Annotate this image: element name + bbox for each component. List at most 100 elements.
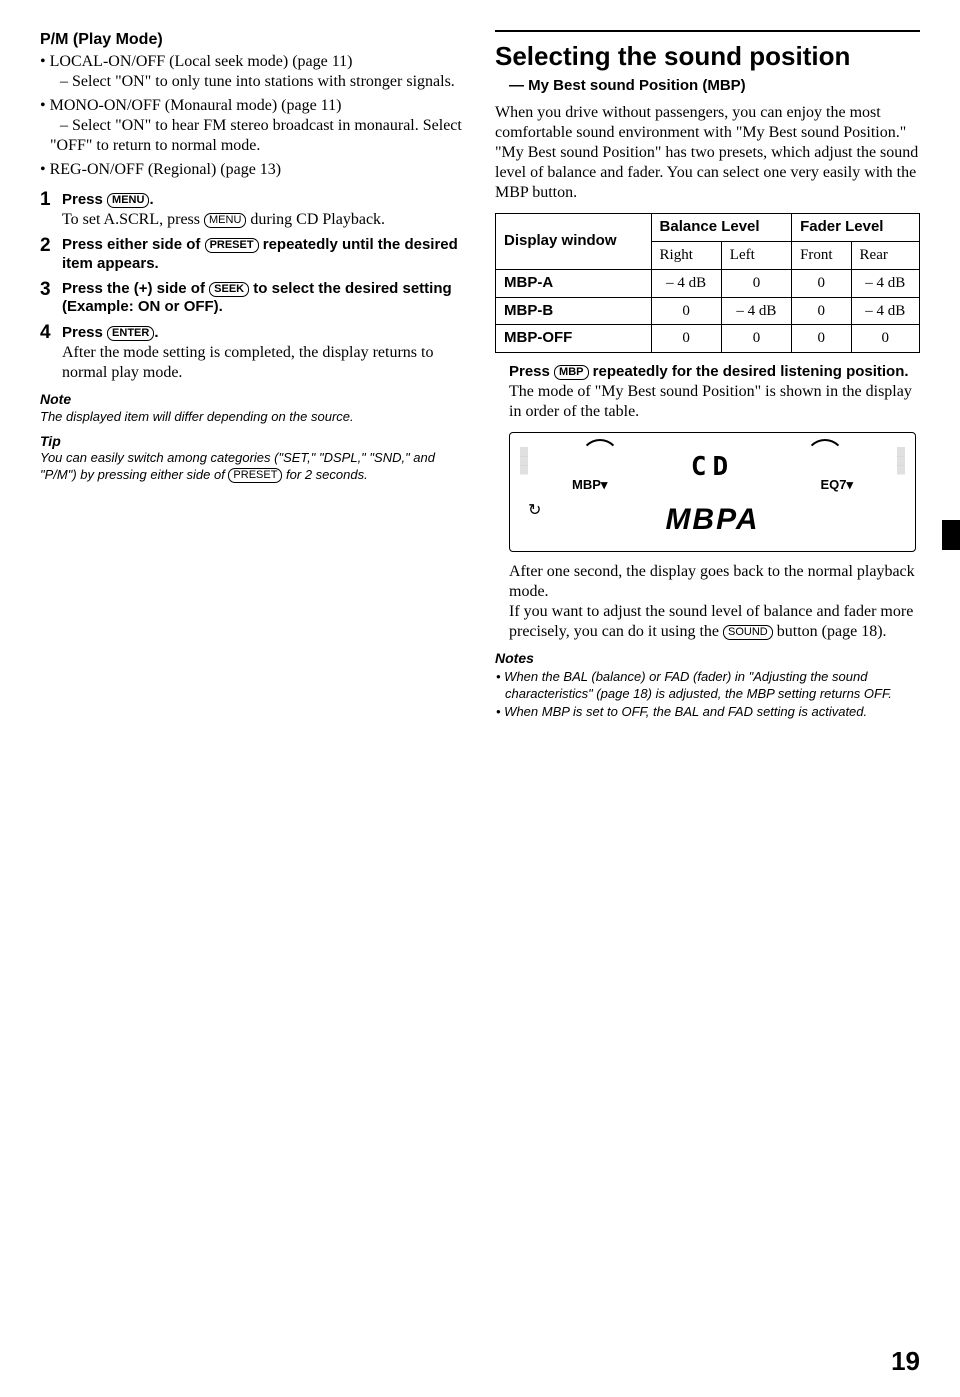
lcd-bars-left-icon: |||||||||||| — [520, 447, 528, 474]
step1-text-b: . — [149, 191, 153, 208]
after-b2: button (page 18). — [773, 623, 887, 640]
cell: 0 — [651, 297, 721, 325]
lcd-mbp-text: MBP — [572, 477, 601, 492]
th-rear: Rear — [851, 242, 919, 270]
tip-text: You can easily switch among categories (… — [40, 450, 465, 483]
step4-reg: After the mode setting is completed, the… — [62, 344, 433, 381]
cell: 0 — [792, 297, 851, 325]
after-a: After one second, the display goes back … — [509, 563, 915, 600]
step1-text-a: Press — [62, 191, 107, 208]
cell: 0 — [792, 269, 851, 297]
cell: – 4 dB — [651, 269, 721, 297]
bullet-local: LOCAL-ON/OFF (Local seek mode) (page 11)… — [40, 52, 465, 92]
lcd-line-2: MBPA — [665, 501, 759, 539]
th-display-window: Display window — [496, 214, 652, 270]
bullet-mono-desc: – Select "ON" to hear FM stereo broadcas… — [50, 117, 462, 154]
row-label: MBP-A — [496, 269, 652, 297]
step-4: 4 Press ENTER. After the mode setting is… — [40, 323, 465, 383]
step-body: Press the (+) side of SEEK to select the… — [62, 280, 465, 318]
press-text-b: repeatedly for the desired listening pos… — [589, 363, 909, 380]
preset-key: PRESET — [205, 238, 259, 253]
section-subtitle: My Best sound Position (MBP) — [509, 77, 920, 96]
step-2: 2 Press either side of PRESET repeatedly… — [40, 236, 465, 274]
sound-key: SOUND — [723, 625, 773, 640]
step-body: Press either side of PRESET repeatedly u… — [62, 236, 465, 274]
lcd-arc-right-icon — [805, 439, 845, 479]
lcd-display-illustration: |||||||||||| |||||||||||| CD MBP▾ EQ7▾ ↻… — [509, 432, 916, 552]
lcd-line-1: CD — [691, 451, 734, 484]
bullet-local-desc: – Select "ON" to only tune into stations… — [60, 73, 455, 90]
step1-reg-a: To set A.SCRL, press — [62, 211, 204, 228]
note-heading: Note — [40, 391, 465, 409]
bullet-local-title: LOCAL-ON/OFF (Local seek mode) (page 11) — [50, 53, 353, 70]
row-label: MBP-OFF — [496, 325, 652, 353]
lcd-eq7-text: EQ7 — [820, 477, 846, 492]
lcd-bars-right-icon: |||||||||||| — [897, 447, 905, 474]
seek-key: SEEK — [209, 282, 249, 297]
section-heading: Selecting the sound position — [495, 30, 920, 73]
press-instruction: Press MBP repeatedly for the desired lis… — [509, 363, 920, 422]
lcd-mbp-label: MBP▾ — [572, 477, 607, 493]
bullet-mono: MONO-ON/OFF (Monaural mode) (page 11) – … — [40, 96, 465, 156]
th-balance: Balance Level — [651, 214, 792, 242]
step-num: 3 — [40, 280, 62, 301]
page-content: P/M (Play Mode) LOCAL-ON/OFF (Local seek… — [40, 30, 920, 722]
menu-key-2: MENU — [204, 213, 246, 228]
page-number: 19 — [891, 1345, 920, 1378]
step4-text-a: Press — [62, 324, 107, 341]
row-label: MBP-B — [496, 297, 652, 325]
step-num: 4 — [40, 323, 62, 344]
step-body: Press ENTER. After the mode setting is c… — [62, 323, 465, 383]
table-row: MBP-A – 4 dB 0 0 – 4 dB — [496, 269, 920, 297]
preset-key-2: PRESET — [228, 468, 282, 483]
lcd-eq7-label: EQ7▾ — [820, 477, 853, 493]
mbp-table: Display window Balance Level Fader Level… — [495, 213, 920, 353]
enter-key: ENTER — [107, 326, 154, 341]
step3-text-a: Press the (+) side of — [62, 280, 209, 297]
step-num: 2 — [40, 236, 62, 257]
step2-text-a: Press either side of — [62, 236, 205, 253]
notes-heading: Notes — [495, 650, 920, 668]
after-text: After one second, the display goes back … — [509, 562, 920, 642]
step-3: 3 Press the (+) side of SEEK to select t… — [40, 280, 465, 318]
right-column: Selecting the sound position My Best sou… — [495, 30, 920, 722]
lcd-arc-left-icon — [580, 439, 620, 479]
lcd-repeat-icon: ↻ — [528, 501, 541, 521]
press-text-a: Press — [509, 363, 554, 380]
cell: – 4 dB — [851, 297, 919, 325]
steps-list: 1 Press MENU. To set A.SCRL, press MENU … — [40, 190, 465, 383]
note-item: When MBP is set to OFF, the BAL and FAD … — [505, 704, 920, 720]
cell: 0 — [721, 269, 791, 297]
table-row: MBP-OFF 0 0 0 0 — [496, 325, 920, 353]
bullet-mono-title: MONO-ON/OFF (Monaural mode) (page 11) — [50, 97, 342, 114]
cell: 0 — [851, 325, 919, 353]
page-edge-tab — [942, 520, 960, 550]
mbp-key: MBP — [554, 365, 588, 380]
th-right: Right — [651, 242, 721, 270]
note-text: The displayed item will differ depending… — [40, 409, 465, 425]
intro-paragraph: When you drive without passengers, you c… — [495, 103, 920, 203]
cell: 0 — [651, 325, 721, 353]
step-body: Press MENU. To set A.SCRL, press MENU du… — [62, 190, 465, 230]
th-left: Left — [721, 242, 791, 270]
th-fader: Fader Level — [792, 214, 920, 242]
menu-key: MENU — [107, 193, 149, 208]
cell: – 4 dB — [721, 297, 791, 325]
step1-reg-b: during CD Playback. — [246, 211, 385, 228]
step-num: 1 — [40, 190, 62, 211]
left-column: P/M (Play Mode) LOCAL-ON/OFF (Local seek… — [40, 30, 465, 722]
press-reg-text: The mode of "My Best sound Position" is … — [509, 382, 920, 422]
cell: 0 — [792, 325, 851, 353]
step4-text-b: . — [154, 324, 158, 341]
pm-heading: P/M (Play Mode) — [40, 30, 465, 50]
cell: 0 — [721, 325, 791, 353]
cell: – 4 dB — [851, 269, 919, 297]
bullet-reg: REG-ON/OFF (Regional) (page 13) — [40, 160, 465, 180]
note-item: When the BAL (balance) or FAD (fader) in… — [505, 669, 920, 702]
notes-list: When the BAL (balance) or FAD (fader) in… — [495, 669, 920, 720]
tip-heading: Tip — [40, 433, 465, 451]
table-row: MBP-B 0 – 4 dB 0 – 4 dB — [496, 297, 920, 325]
step-1: 1 Press MENU. To set A.SCRL, press MENU … — [40, 190, 465, 230]
th-front: Front — [792, 242, 851, 270]
tip-text-b: for 2 seconds. — [282, 467, 367, 482]
